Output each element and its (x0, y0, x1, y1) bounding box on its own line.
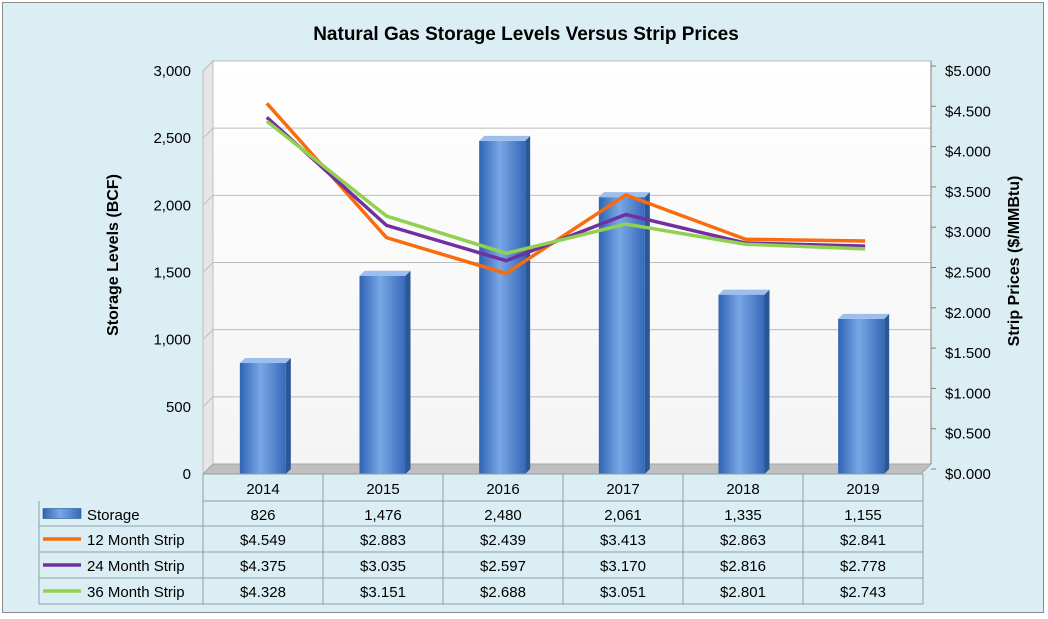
gridline (202, 329, 931, 341)
y-tick-right: $3.500 (945, 184, 991, 201)
table-cell: 2,480 (484, 507, 522, 524)
bar-top (479, 135, 531, 141)
table-cell: $2.743 (840, 584, 886, 601)
gridline (202, 194, 931, 206)
bar-side (525, 135, 531, 474)
y-tick-right: $2.000 (945, 305, 991, 322)
bar-front (359, 275, 406, 474)
bar-storage (239, 358, 291, 474)
table-cell: 1,335 (724, 507, 762, 524)
bar-side (285, 358, 291, 474)
data-table: 2014 2015 2016 2017 2018 2019 Storage 826 1,476 2… (38, 473, 924, 605)
chart-title: Natural Gas Storage Levels Versus Strip … (313, 24, 739, 45)
table-cell: $4.328 (240, 584, 286, 601)
bar-side (405, 270, 411, 474)
y-tick-right: $1.500 (945, 345, 991, 362)
plot-floor (201, 463, 933, 475)
table-cell: 1,476 (364, 507, 402, 524)
legend-label: 24 Month Strip (87, 558, 185, 575)
y-tick-right: $5.000 (945, 63, 991, 80)
y-axis-left-label: Storage Levels (BCF) (105, 174, 122, 336)
bar-front (838, 318, 885, 474)
bar-top (718, 289, 770, 295)
y-tick-left: 500 (166, 399, 191, 416)
legend-label: 36 Month Strip (87, 584, 185, 601)
bar-storage (598, 192, 650, 475)
gridline (202, 127, 931, 139)
table-cell: $2.863 (720, 532, 766, 549)
x-tick-label: 2019 (846, 481, 879, 498)
x-tick-label: 2017 (606, 481, 639, 498)
table-cell: $3.151 (360, 584, 406, 601)
x-tick-label: 2016 (486, 481, 519, 498)
y-tick-right: $0.000 (945, 466, 991, 483)
table-cell: $3.170 (600, 558, 646, 575)
table-cell: 2,061 (604, 507, 642, 524)
plot-area: 0 500 1,000 1,500 2,000 2,500 3,000 $0.000 $0.50… (153, 59, 991, 483)
y-tick-right: $2.500 (945, 265, 991, 282)
table-cell: $2.688 (480, 584, 526, 601)
table-cell: $4.375 (240, 558, 286, 575)
bar-storage (718, 289, 770, 474)
y-tick-left: 2,500 (153, 130, 191, 147)
bar-storage (479, 135, 531, 474)
x-tick-label: 2018 (726, 481, 759, 498)
table-cell: $2.841 (840, 532, 886, 549)
bar-front (598, 197, 645, 475)
table-cell: $4.549 (240, 532, 286, 549)
gridline (202, 396, 931, 408)
bar-top (838, 313, 890, 319)
y-axis-right-label: Strip Prices ($/MMBtu) (1006, 176, 1023, 347)
table-cell: $2.883 (360, 532, 406, 549)
y-tick-left: 3,000 (153, 63, 191, 80)
table-cell: $3.051 (600, 584, 646, 601)
y-tick-left: 2,000 (153, 197, 191, 214)
legend-label: 12 Month Strip (87, 532, 185, 549)
bar-front (479, 140, 526, 474)
bar-storage (359, 270, 411, 474)
bar-front (718, 294, 765, 474)
gridline (202, 60, 931, 72)
x-tick-label: 2015 (366, 481, 399, 498)
y-tick-right: $4.000 (945, 144, 991, 161)
x-tick-label: 2014 (246, 481, 279, 498)
table-cell: $3.413 (600, 532, 646, 549)
y-tick-right: $0.500 (945, 426, 991, 443)
bar-side (644, 192, 650, 474)
y-tick-right: $1.000 (945, 385, 991, 402)
bar-side (884, 313, 890, 474)
table-cell: $2.597 (480, 558, 526, 575)
table-cell: $2.439 (480, 532, 526, 549)
y-tick-left: 1,500 (153, 265, 191, 282)
table-cell: $3.035 (360, 558, 406, 575)
y-tick-left: 0 (183, 466, 191, 483)
table-cell: $2.816 (720, 558, 766, 575)
bar-side (764, 289, 770, 474)
gridline (202, 262, 931, 273)
table-cell: $2.778 (840, 558, 886, 575)
table-cell: 826 (250, 507, 275, 524)
y-tick-left: 1,000 (153, 332, 191, 349)
line-series-3 (265, 119, 866, 256)
table-cell: $2.801 (720, 584, 766, 601)
bar-top (359, 270, 411, 276)
y-tick-right: $4.500 (945, 103, 991, 120)
chart-svg: Natural Gas Storage Levels Versus Strip … (38, 24, 1023, 605)
table-cell: 1,155 (844, 507, 882, 524)
y-tick-right: $3.000 (945, 224, 991, 241)
legend-key-storage (42, 508, 82, 519)
bar-storage (838, 313, 890, 474)
bar-front (239, 363, 286, 474)
line-series-1 (265, 102, 866, 276)
legend-label: Storage (87, 507, 140, 524)
bar-top (239, 358, 291, 364)
